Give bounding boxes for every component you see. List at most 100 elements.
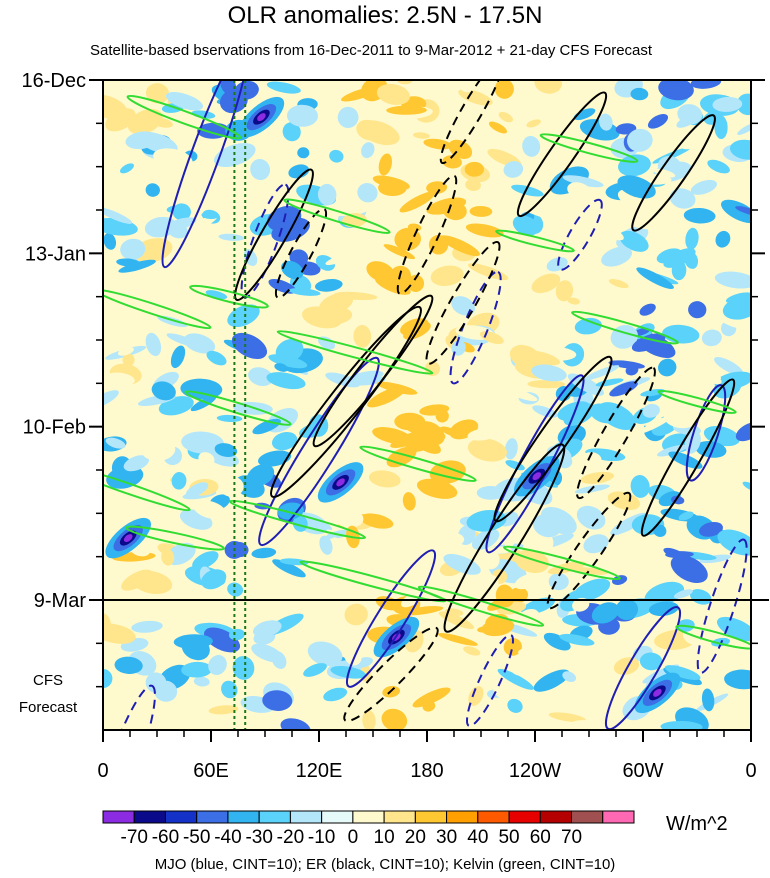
anomaly-patch <box>591 602 620 624</box>
anomaly-patch <box>546 257 568 272</box>
anomaly-patch <box>412 687 451 708</box>
colorbar-label: -60 <box>152 827 179 848</box>
anomaly-patch <box>227 582 244 597</box>
anomaly-patch <box>467 428 499 441</box>
anomaly-patch <box>228 628 245 641</box>
colorbar-label: 30 <box>436 827 457 848</box>
anomaly-patch <box>166 333 201 348</box>
er-contour <box>493 355 613 523</box>
anomaly-patch <box>707 159 730 174</box>
colorbar-swatch <box>383 810 416 824</box>
kelvin-contour <box>103 288 212 330</box>
anomaly-patch <box>567 182 591 199</box>
anomaly-patch <box>286 104 319 127</box>
anomaly-patch <box>703 426 740 447</box>
anomaly-patch <box>494 80 514 99</box>
convective-core <box>257 113 266 122</box>
anomaly-patch <box>495 584 515 608</box>
kelvin-contour <box>126 94 242 140</box>
anomaly-patch <box>488 121 508 134</box>
anomaly-patch <box>426 181 448 194</box>
anomaly-patch <box>166 221 188 239</box>
colorbar-swatch <box>508 810 541 824</box>
anomaly-patch <box>466 509 507 532</box>
colorbar-label: 20 <box>405 827 426 848</box>
anomaly-patch <box>572 597 590 612</box>
anomaly-patch <box>378 153 393 176</box>
anomaly-patch <box>648 601 679 617</box>
kelvin-contour <box>417 585 545 627</box>
anomaly-patch <box>630 87 649 101</box>
anomaly-patch <box>118 259 156 273</box>
colorbar-label: -30 <box>245 827 272 848</box>
y-tick-label: 10-Feb <box>23 417 86 439</box>
kelvin-contour <box>189 284 269 309</box>
anomaly-patch <box>684 251 699 269</box>
anomaly-patch <box>714 271 751 289</box>
colorbar-label: -50 <box>183 827 210 848</box>
anomaly-patch <box>141 437 176 461</box>
er-contour <box>270 305 422 498</box>
anomaly-patch <box>430 265 464 286</box>
anomaly-patch <box>618 154 651 177</box>
anomaly-patch <box>205 290 228 300</box>
colorbar-label: -40 <box>214 827 241 848</box>
anomaly-patch <box>497 668 534 690</box>
cfs-label-line-2: Forecast <box>18 699 78 716</box>
anomaly-patch <box>671 260 687 281</box>
anomaly-patch <box>721 199 751 224</box>
anomaly-patch <box>717 529 751 556</box>
er-contour <box>443 443 566 633</box>
anomaly-patch <box>154 680 178 702</box>
anomaly-patch <box>219 80 237 96</box>
anomaly-patch <box>724 669 751 690</box>
anomaly-patch <box>714 357 744 376</box>
anomaly-patch <box>213 143 256 168</box>
colorbar-swatch <box>352 810 385 824</box>
x-tick-label: 120W <box>509 760 561 782</box>
anomaly-patch <box>120 163 134 174</box>
mjo-contour <box>258 356 380 547</box>
anomaly-patch <box>501 526 516 548</box>
chart-subtitle: Satellite-based bservations from 16-Dec-… <box>90 42 653 59</box>
anomaly-patch <box>156 155 178 177</box>
convective-core <box>336 478 345 487</box>
anomaly-patch <box>303 562 344 574</box>
anomaly-patch <box>673 589 693 599</box>
anomaly-patch <box>527 380 566 389</box>
colorbar-swatch <box>571 810 604 824</box>
kelvin-contour <box>125 525 225 551</box>
anomaly-patch <box>664 665 701 681</box>
anomaly-patch <box>464 161 485 177</box>
anomaly-patch <box>548 712 587 723</box>
er-contour <box>631 114 716 232</box>
anomaly-patch <box>620 211 662 230</box>
anomaly-patch <box>716 616 751 642</box>
anomaly-patch <box>545 127 562 136</box>
anomaly-patch <box>266 81 301 94</box>
anomaly-patch <box>599 113 613 131</box>
anomaly-patch <box>735 206 751 217</box>
anomaly-patch <box>193 676 210 687</box>
anomaly-patch <box>281 260 304 280</box>
anomaly-patch <box>360 513 394 529</box>
colorbar: -70 -60 -50 -40 -30 -20 -10 0 10 20 30 40 50 60 70 <box>102 810 635 848</box>
anomaly-patch <box>383 244 416 260</box>
anomaly-patch <box>467 263 509 281</box>
anomaly-patch <box>534 532 554 554</box>
anomaly-patch <box>607 491 641 511</box>
anomaly-patch <box>443 553 481 575</box>
anomaly-patch <box>123 455 150 472</box>
mjo-contour <box>161 80 250 269</box>
colorbar-swatch <box>539 810 573 824</box>
er-contour <box>343 626 439 723</box>
anomaly-patch <box>613 657 640 675</box>
x-tick-label: 0 <box>745 760 756 782</box>
anomaly-patch <box>562 175 604 188</box>
anomaly-patch <box>407 274 425 292</box>
anomaly-patch <box>340 704 355 717</box>
anomaly-patch <box>670 555 708 583</box>
anomaly-patch <box>631 333 666 352</box>
anomaly-patch <box>619 230 649 252</box>
